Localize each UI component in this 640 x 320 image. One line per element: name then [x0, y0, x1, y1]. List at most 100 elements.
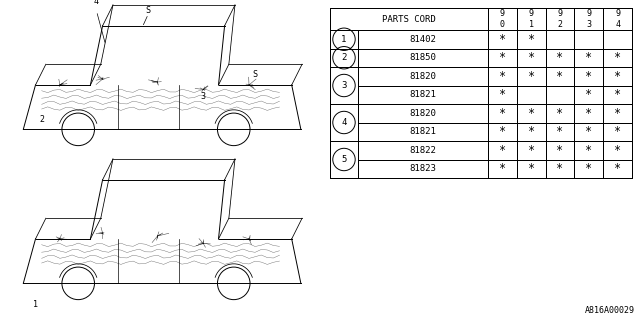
Bar	[545, 49, 575, 67]
Text: 81820: 81820	[410, 72, 436, 81]
Bar	[517, 67, 545, 85]
Bar	[604, 123, 632, 141]
Bar	[604, 141, 632, 159]
Text: *: *	[556, 70, 564, 83]
Text: *: *	[499, 125, 506, 138]
Bar	[517, 104, 545, 123]
Bar	[358, 141, 488, 159]
Text: *: *	[499, 144, 506, 157]
Text: *: *	[585, 144, 593, 157]
Bar	[604, 8, 632, 30]
Text: *: *	[585, 51, 593, 64]
Text: *: *	[499, 107, 506, 120]
Text: 1: 1	[341, 35, 347, 44]
Bar	[488, 159, 517, 178]
Text: *: *	[527, 162, 535, 175]
Bar	[330, 141, 358, 178]
Bar	[575, 141, 603, 159]
Text: S: S	[146, 6, 151, 15]
Text: *: *	[527, 70, 535, 83]
Bar	[488, 85, 517, 104]
Text: *: *	[585, 125, 593, 138]
Bar	[517, 85, 545, 104]
Bar	[358, 49, 488, 67]
Bar	[330, 8, 488, 30]
Text: *: *	[499, 88, 506, 101]
Bar	[488, 104, 517, 123]
Bar	[330, 67, 358, 104]
Text: 2: 2	[341, 53, 347, 62]
Text: *: *	[556, 107, 564, 120]
Text: *: *	[527, 144, 535, 157]
Text: 2: 2	[39, 115, 44, 124]
Bar	[575, 159, 603, 178]
Text: 9
4: 9 4	[615, 9, 620, 29]
Text: *: *	[499, 51, 506, 64]
Text: 4: 4	[94, 0, 99, 6]
Bar	[358, 159, 488, 178]
Text: *: *	[556, 144, 564, 157]
Bar	[517, 141, 545, 159]
Text: *: *	[556, 51, 564, 64]
Text: *: *	[499, 70, 506, 83]
Text: 81850: 81850	[410, 53, 436, 62]
Text: *: *	[527, 33, 535, 46]
Text: *: *	[499, 33, 506, 46]
Text: PARTS CORD: PARTS CORD	[382, 14, 436, 23]
Text: *: *	[585, 107, 593, 120]
Bar	[488, 49, 517, 67]
Bar	[545, 123, 575, 141]
Bar	[545, 8, 575, 30]
Text: 9
3: 9 3	[586, 9, 591, 29]
Text: *: *	[614, 107, 621, 120]
Text: 81821: 81821	[410, 127, 436, 136]
Bar	[575, 85, 603, 104]
Text: *: *	[499, 162, 506, 175]
Bar	[488, 30, 517, 49]
Bar	[575, 123, 603, 141]
Text: *: *	[614, 144, 621, 157]
Text: 1: 1	[33, 300, 38, 308]
Bar	[545, 104, 575, 123]
Text: 81821: 81821	[410, 90, 436, 99]
Text: *: *	[585, 70, 593, 83]
Bar	[517, 159, 545, 178]
Text: *: *	[527, 51, 535, 64]
Bar	[358, 104, 488, 123]
Bar	[358, 123, 488, 141]
Bar	[358, 30, 488, 49]
Bar	[488, 141, 517, 159]
Bar	[604, 49, 632, 67]
Bar	[545, 67, 575, 85]
Text: 81822: 81822	[410, 146, 436, 155]
Bar	[330, 49, 358, 67]
Text: 81402: 81402	[410, 35, 436, 44]
Text: *: *	[556, 162, 564, 175]
Text: 5: 5	[341, 155, 347, 164]
Bar	[604, 159, 632, 178]
Text: 81820: 81820	[410, 109, 436, 118]
Bar	[604, 67, 632, 85]
Text: *: *	[556, 125, 564, 138]
Bar	[545, 141, 575, 159]
Text: *: *	[614, 70, 621, 83]
Bar	[330, 8, 632, 178]
Bar	[358, 67, 488, 85]
Text: S: S	[253, 70, 258, 79]
Bar	[545, 159, 575, 178]
Bar	[575, 104, 603, 123]
Text: *: *	[614, 51, 621, 64]
Text: 9
1: 9 1	[529, 9, 534, 29]
Bar	[545, 30, 575, 49]
Bar	[575, 8, 603, 30]
Text: A816A00029: A816A00029	[585, 306, 635, 315]
Text: *: *	[527, 125, 535, 138]
Text: 3: 3	[341, 81, 347, 90]
Bar	[488, 67, 517, 85]
Text: *: *	[585, 162, 593, 175]
Bar	[517, 49, 545, 67]
Bar	[575, 49, 603, 67]
Bar	[488, 8, 517, 30]
Text: 4: 4	[341, 118, 347, 127]
Bar	[330, 30, 358, 49]
